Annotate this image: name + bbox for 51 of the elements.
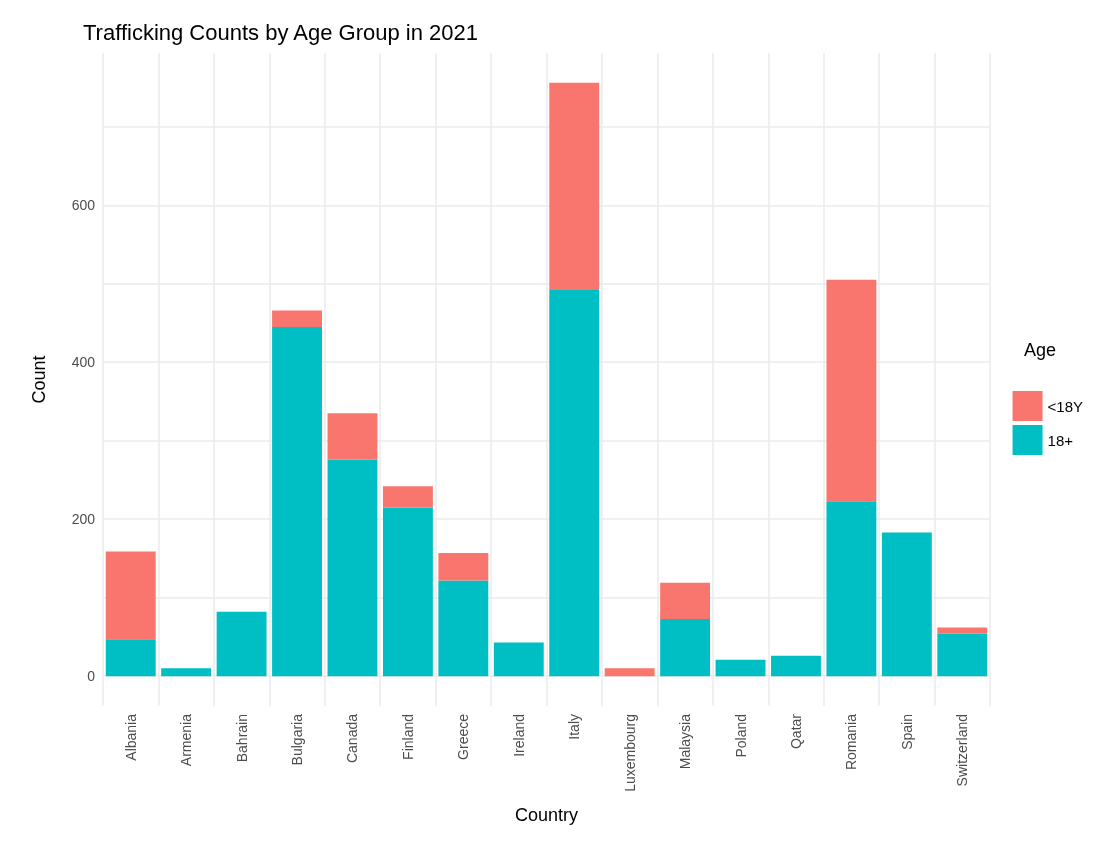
y-tick-label: 0	[87, 668, 96, 685]
x-tick-label: Ireland	[510, 714, 527, 757]
x-tick-label: Canada	[344, 713, 361, 764]
bar	[660, 582, 711, 619]
x-tick-label: Spain	[898, 714, 915, 750]
bar	[549, 290, 600, 677]
x-tick-label: Malaysia	[677, 713, 694, 770]
bar	[382, 486, 433, 508]
bar	[382, 507, 433, 677]
x-tick-label: Switzerland	[954, 714, 971, 787]
y-tick-label: 200	[71, 511, 96, 528]
x-tick-label: Finland	[399, 714, 416, 760]
bar	[826, 279, 877, 502]
x-tick-label: Italy	[566, 714, 583, 740]
x-tick-label: Greece	[455, 713, 472, 760]
y-axis-title: Count	[29, 355, 49, 404]
x-tick-label: Romania	[843, 713, 860, 771]
y-tick-label: 600	[71, 197, 96, 214]
x-tick-label: Albania	[122, 713, 139, 761]
bar	[105, 551, 156, 640]
bar	[493, 642, 544, 677]
bar	[937, 627, 988, 634]
bar	[826, 501, 877, 677]
legend-label: 18+	[1047, 431, 1074, 449]
bar	[272, 310, 322, 327]
x-tick-label: Luxembourg	[621, 714, 638, 792]
legend-label: <18Y	[1047, 397, 1083, 415]
bar	[327, 413, 378, 460]
bar	[105, 639, 156, 677]
bar	[604, 668, 655, 677]
bar	[327, 459, 378, 677]
x-tick-label: Poland	[732, 714, 749, 758]
y-tick-label: 400	[71, 354, 96, 371]
legend-title: Age	[1023, 340, 1056, 360]
chart-title: Trafficking Counts by Age Group in 2021	[83, 19, 479, 45]
x-tick-label: Qatar	[787, 713, 804, 750]
bar	[715, 659, 766, 677]
bar	[272, 326, 322, 677]
bar	[549, 82, 600, 291]
x-tick-label: Armenia	[178, 713, 195, 767]
bar	[438, 552, 489, 581]
x-tick-label: Bahrain	[233, 714, 250, 763]
bar	[216, 611, 267, 677]
bar	[660, 618, 711, 677]
x-axis-title: Country	[514, 805, 579, 825]
bar	[161, 668, 212, 677]
bar	[937, 633, 988, 677]
x-tick-label: Bulgaria	[289, 713, 306, 766]
bar	[438, 580, 489, 677]
bar	[881, 532, 932, 677]
bar	[771, 655, 821, 677]
